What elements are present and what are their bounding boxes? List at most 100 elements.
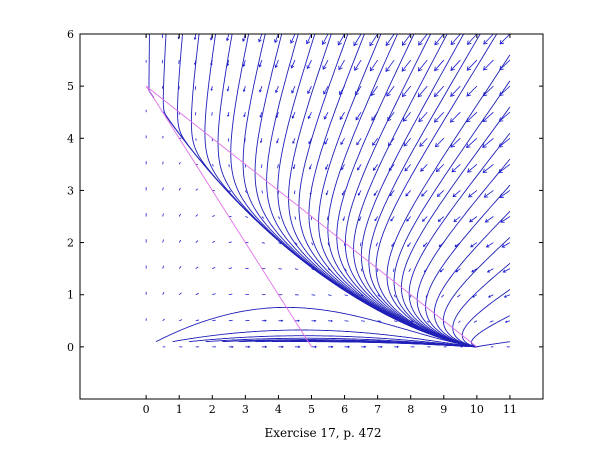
direction-arrow [261,216,265,219]
direction-arrow [372,164,378,171]
direction-arrow [259,86,263,93]
direction-arrow [385,33,395,47]
x-tick-label: 3 [242,403,249,416]
direction-arrow [417,85,428,98]
direction-arrow [339,112,345,121]
direction-arrow [195,319,200,322]
nullcline-line [145,85,478,348]
direction-arrow [450,137,461,148]
direction-arrow [372,138,378,146]
direction-arrow [328,319,333,323]
direction-arrow [194,86,197,90]
direction-arrow [162,291,165,295]
solution-curve [230,33,478,348]
direction-arrow [404,164,412,172]
direction-arrow [228,190,232,193]
direction-arrow [361,345,367,349]
y-tick-label: 4 [67,132,74,145]
direction-arrow [403,138,412,147]
direction-arrow [449,111,461,123]
x-axis-ticks: 0 1 2 3 4 5 6 7 8 9 10 11 [143,34,517,416]
direction-arrow [499,33,511,45]
direction-arrow [484,216,494,223]
direction-arrow [305,33,312,45]
direction-arrow [358,216,362,222]
direction-arrow [278,216,281,220]
direction-arrow [193,33,197,41]
direction-arrow [466,59,478,71]
y-tick-label: 3 [67,184,74,197]
direction-arrow [483,190,494,198]
direction-arrow [212,293,216,296]
direction-arrow [292,138,296,144]
direction-arrow [369,59,378,72]
direction-arrow [452,190,461,198]
direction-arrow [467,164,478,173]
direction-arrow [195,240,199,243]
direction-arrow [294,319,300,322]
x-tick-label: 7 [374,403,381,416]
direction-arrow [488,294,494,298]
direction-arrow [228,241,232,243]
direction-arrow [258,59,263,68]
direction-arrow [243,112,246,118]
nullcline-line [145,85,312,348]
direction-arrow [322,59,329,70]
direction-arrow [307,112,312,120]
direction-arrow [434,33,445,46]
direction-arrow [360,268,363,272]
direction-arrow [466,85,478,97]
direction-arrow [390,216,395,222]
x-tick-label: 5 [308,403,315,416]
x-tick-label: 1 [176,403,183,416]
direction-arrow [483,33,494,45]
direction-arrow [277,164,279,169]
direction-arrow [486,268,494,273]
direction-arrow [226,86,230,92]
direction-arrow [323,112,329,120]
direction-arrow [210,86,213,92]
direction-arrow [242,59,246,67]
direction-arrow [325,164,329,170]
direction-arrow [275,85,279,94]
direction-arrow [418,111,428,123]
direction-arrow [501,242,511,248]
solution-curves [148,33,511,348]
direction-arrow [353,33,362,47]
direction-arrow [391,242,395,247]
direction-arrow [258,33,263,43]
direction-arrow [323,85,329,95]
direction-arrow [344,345,350,349]
direction-arrow [227,112,230,117]
direction-arrow [434,59,445,72]
direction-arrow [450,33,461,46]
direction-arrow [162,213,164,217]
direction-arrow [291,112,296,119]
direction-arrow [375,242,379,247]
solution-curve [327,33,478,348]
direction-arrow [344,294,348,297]
solution-curve [368,33,481,348]
y-tick-label: 1 [67,289,74,302]
direction-arrow [401,85,412,98]
direction-arrow [357,164,362,171]
solution-curve [298,33,478,348]
direction-arrow [321,33,329,46]
direction-arrow [419,138,428,147]
direction-arrow [306,59,312,70]
direction-arrow [328,345,334,349]
direction-arrow [274,33,279,44]
direction-arrow [394,345,399,348]
direction-arrow [195,292,199,296]
direction-arrow [195,266,199,269]
direction-arrow [489,320,494,323]
direction-arrow [278,319,284,322]
solution-curve [162,33,478,348]
direction-arrow [373,190,378,196]
direction-arrow [245,216,249,218]
direction-arrow [278,345,284,349]
direction-arrow [420,164,428,172]
direction-arrow [421,190,428,197]
direction-arrow [242,86,246,93]
direction-arrow [405,190,412,197]
